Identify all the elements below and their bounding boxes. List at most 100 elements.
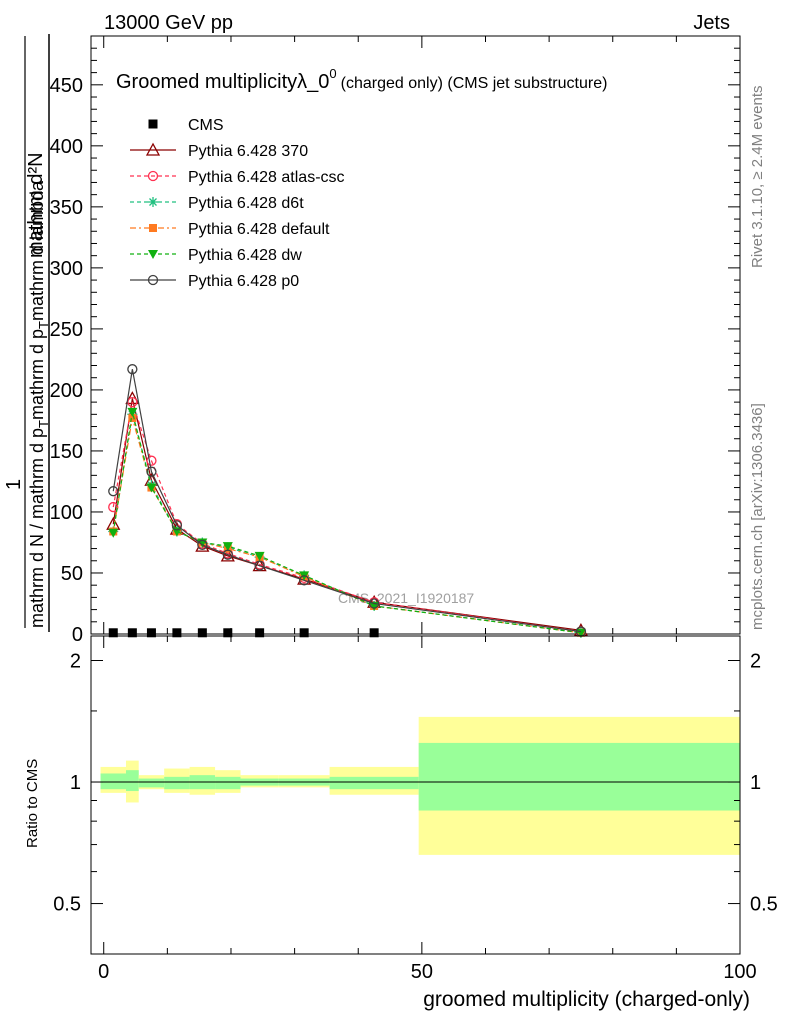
- series-point: [108, 486, 119, 497]
- legend-marker: [148, 197, 158, 207]
- series-point: [299, 575, 310, 586]
- y-title-denom-part3: mathrm d lambda: [27, 180, 47, 321]
- series-pythia-6-428-p0: [108, 364, 587, 637]
- ratio-stat-band: [164, 776, 190, 790]
- ratio-y-tick-label: 1: [70, 772, 81, 794]
- series-point: [127, 396, 138, 408]
- legend-label: Pythia 6.428 default: [188, 221, 330, 238]
- series-point: [146, 483, 157, 493]
- series-point: [254, 560, 265, 571]
- series-point: [171, 520, 183, 531]
- ratio-y-tick-label: 2: [70, 651, 81, 673]
- title-main: Groomed multiplicityλ_0: [116, 71, 329, 93]
- y-tick-label: 400: [50, 136, 83, 158]
- legend-label: Pythia 6.428 p0: [188, 273, 299, 290]
- x-tick-label: 50: [411, 961, 433, 983]
- ratio-stat-band: [418, 742, 740, 811]
- x-tick-label: 0: [98, 961, 109, 983]
- y-title-numerator: mathrm d²N: [25, 152, 47, 258]
- series-point: [368, 598, 380, 609]
- legend-entry: Pythia 6.428 370: [130, 142, 308, 160]
- series-line: [112, 411, 582, 634]
- series-point: [254, 551, 265, 561]
- x-axis-title: groomed multiplicity (charged-only): [423, 988, 750, 1011]
- legend-entry: Pythia 6.428 d6t: [130, 195, 304, 212]
- legend-marker: [148, 250, 158, 259]
- y-title-denom-sub1: T: [36, 420, 51, 428]
- legend-label: Pythia 6.428 atlas-csc: [188, 169, 345, 186]
- legend-entry: Pythia 6.428 p0: [130, 273, 299, 290]
- y-title-denom-part2: mathrm d p: [27, 329, 47, 420]
- y-tick-label: 450: [50, 75, 83, 97]
- legend-marker: [147, 170, 159, 182]
- ratio-plot-frame: [90, 635, 741, 955]
- main-plot-frame: [90, 35, 741, 635]
- y-title-prefix: 1: [3, 479, 25, 490]
- ratio-stat-band: [138, 778, 165, 788]
- legend-marker: [148, 119, 158, 129]
- legend-label: CMS: [188, 117, 224, 134]
- title-tail: (charged only) (CMS jet substructure): [341, 75, 608, 92]
- legend-marker: [147, 274, 159, 286]
- y-tick-label: 200: [50, 380, 83, 402]
- y-tick-label: 300: [50, 258, 83, 280]
- cms-point: [172, 628, 182, 638]
- series-line: [112, 401, 582, 633]
- series-point: [128, 413, 137, 422]
- main-axis-layer: 0 50 100 150 200 250 300 350 400 450: [50, 36, 741, 646]
- legend: CMS Pythia 6.428 370 Pythia 6.428 atlas-cs…: [130, 117, 345, 290]
- cms-point: [108, 628, 118, 638]
- cms-point: [127, 628, 137, 638]
- rivet-version-label: Rivet 3.1.10, ≥ 2.4M events: [749, 86, 766, 269]
- ratio-y-tick-label-right: 1: [750, 772, 761, 794]
- legend-marker: [145, 142, 161, 156]
- series-point: [222, 549, 233, 560]
- series-point: [108, 528, 119, 538]
- series-point: [222, 542, 233, 552]
- y-tick-label: 100: [50, 502, 83, 524]
- y-title-denom-part1: mathrm d N / mathrm d p: [27, 428, 47, 628]
- series-point: [127, 364, 138, 375]
- y-title-denom-sub2: T: [36, 321, 51, 329]
- ratio-stat-band: [215, 776, 241, 790]
- y-title-denominator: mathrm d N / mathrm d pTmathrm d pTmathr…: [27, 180, 51, 628]
- cms-point: [369, 628, 379, 638]
- ratio-stat-band: [100, 773, 126, 790]
- main-plot-title: Groomed multiplicityλ_00 (charged only) (…: [116, 66, 607, 93]
- ratio-y-tick-label-right: 2: [750, 651, 761, 673]
- y-tick-label: 0: [72, 624, 83, 646]
- legend-entry: Pythia 6.428 dw: [130, 247, 302, 264]
- legend-entry: Pythia 6.428 default: [130, 221, 330, 238]
- series-point: [146, 466, 157, 477]
- legend-label: Pythia 6.428 d6t: [188, 195, 304, 212]
- series-point: [146, 455, 157, 466]
- x-tick-label: 100: [723, 961, 756, 983]
- legend-label: Pythia 6.428 370: [188, 143, 308, 160]
- series-point: [197, 539, 208, 551]
- mcplots-label: mcplots.cern.ch [arXiv:1306.3436]: [749, 403, 766, 630]
- cms-point: [255, 628, 265, 638]
- main-y-axis-title: mathrm d²N 1 mathrm d N / mathrm d pTmat…: [3, 34, 51, 632]
- ratio-y-axis-title: Ratio to CMS: [24, 759, 41, 848]
- series-point: [127, 407, 138, 417]
- ratio-stat-band: [125, 770, 139, 792]
- y-tick-label: 50: [61, 563, 83, 585]
- legend-label: Pythia 6.428 dw: [188, 247, 302, 264]
- header-energy-label: 13000 GeV pp: [104, 12, 233, 34]
- series-cms: [108, 628, 379, 638]
- legend-marker: [149, 224, 157, 232]
- legend-entry: CMS: [148, 117, 224, 134]
- cms-point: [197, 628, 207, 638]
- y-tick-label: 150: [50, 441, 83, 463]
- ratio-y-tick-label-right: 0.5: [750, 894, 778, 916]
- cms-point: [146, 628, 156, 638]
- legend-entry: Pythia 6.428 atlas-csc: [130, 169, 345, 186]
- cms-point: [223, 628, 233, 638]
- y-tick-label: 350: [50, 197, 83, 219]
- y-tick-label: 250: [50, 319, 83, 341]
- ratio-y-tick-label: 0.5: [53, 894, 81, 916]
- ratio-band-layer: [91, 716, 740, 855]
- header-jets-label: Jets: [693, 12, 730, 34]
- ratio-axis-layer: 0.5 0.5 1 1 2 2 0 50 100: [53, 636, 778, 983]
